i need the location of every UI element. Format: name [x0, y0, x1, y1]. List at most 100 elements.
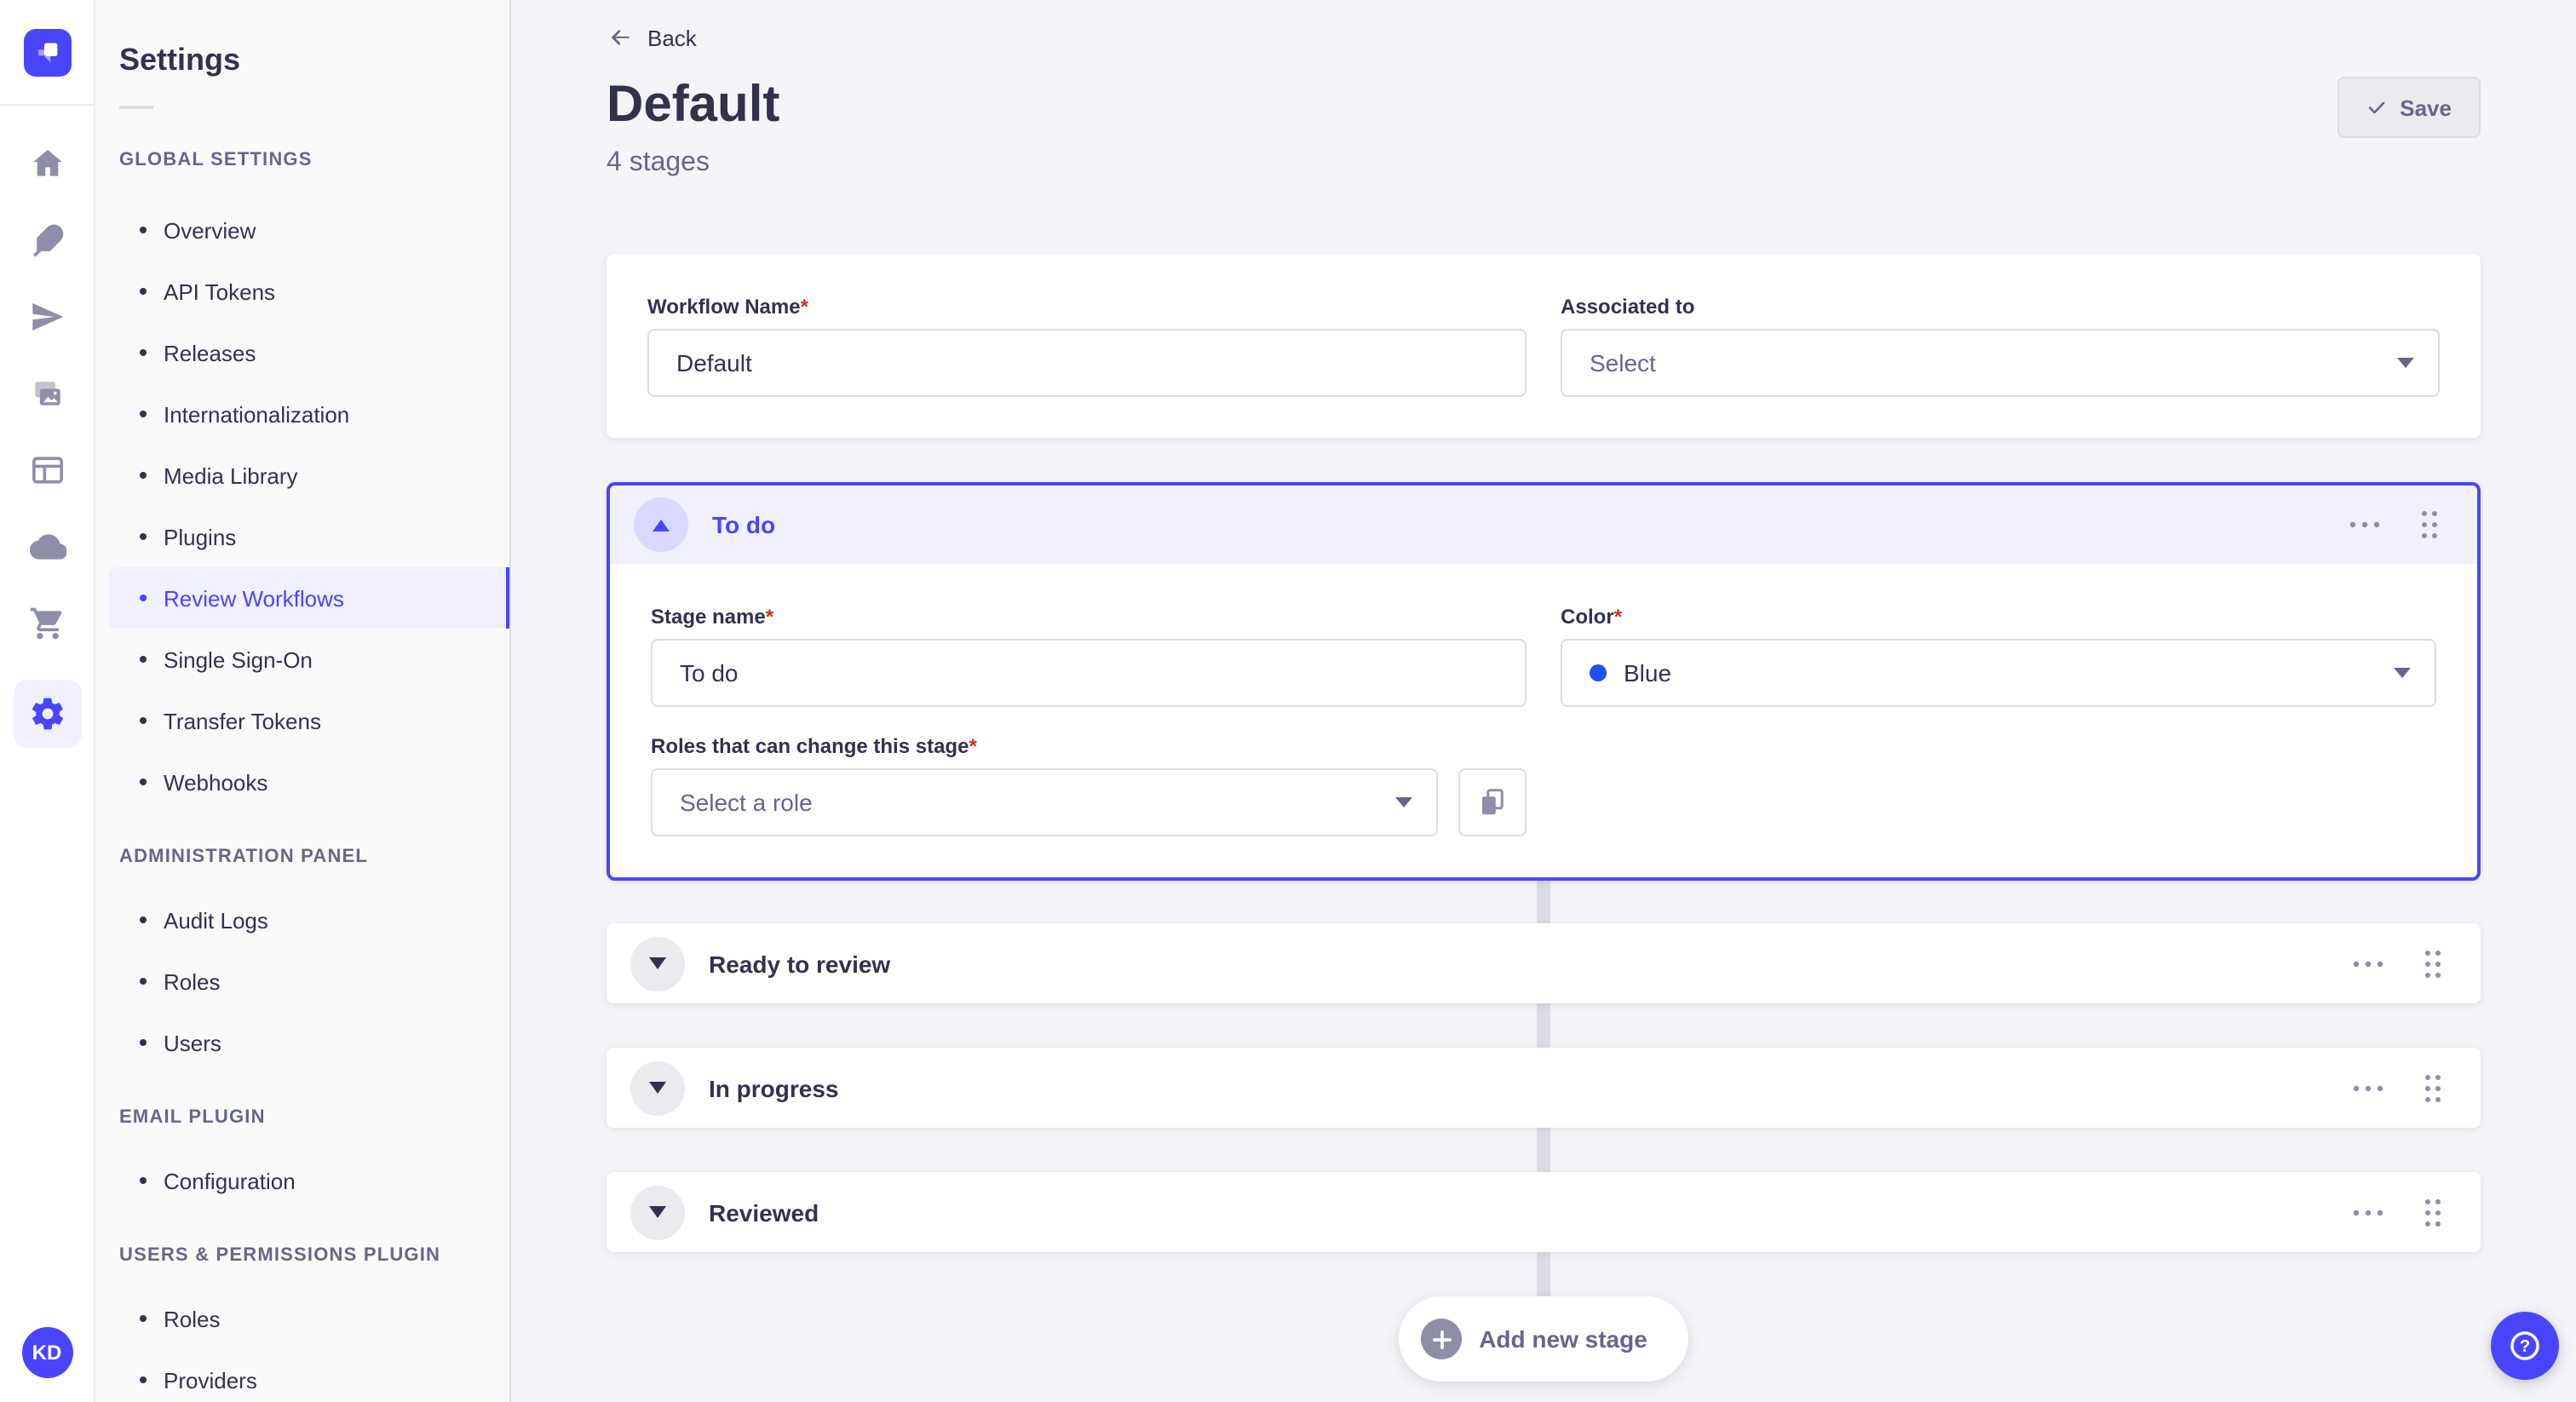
required-asterisk: *	[1613, 605, 1623, 629]
sidebar-item-label: Overview	[164, 217, 256, 243]
arrow-left-icon	[607, 24, 634, 51]
media-library-icon	[34, 382, 60, 405]
sidebar-item-providers[interactable]: Providers	[109, 1349, 506, 1402]
copy-icon	[1482, 789, 1504, 815]
sidebar-item-single-sign-on[interactable]: Single Sign-On	[109, 629, 506, 690]
sidebar-item-label: Review Workflows	[164, 585, 344, 611]
sidebar-item-users[interactable]: Users	[109, 1012, 506, 1073]
save-button[interactable]: Save	[2337, 77, 2481, 138]
sidebar-item-up-roles[interactable]: Roles	[109, 1288, 506, 1349]
back-link[interactable]: Back	[607, 24, 697, 51]
select-placeholder: Select	[1590, 349, 1656, 376]
stage-roles-label: Roles that can change this stage*	[651, 734, 1527, 760]
sidebar-item-webhooks[interactable]: Webhooks	[109, 751, 506, 813]
label-text: Associated to	[1561, 295, 1695, 319]
rail-item-marketplace[interactable]	[26, 603, 67, 644]
sidebar-item-releases[interactable]: Releases	[109, 322, 506, 383]
bullet-icon	[140, 717, 147, 724]
rail-item-releases[interactable]	[26, 296, 67, 337]
rail-item-media-library[interactable]	[26, 373, 67, 414]
stage-options-button[interactable]	[2348, 943, 2389, 984]
bullet-icon	[140, 1177, 147, 1184]
sidebar-item-label: Providers	[164, 1367, 257, 1393]
stage-roles-select[interactable]: Select a role	[651, 768, 1438, 836]
expand-toggle-button[interactable]	[630, 936, 685, 991]
stage-color-label: Color*	[1561, 605, 2436, 630]
rail-item-content[interactable]	[26, 220, 67, 261]
expand-toggle-button[interactable]	[630, 1185, 685, 1239]
rail-item-settings[interactable]	[13, 680, 81, 748]
sidebar-item-label: Roles	[164, 968, 221, 994]
sidebar-divider	[119, 106, 153, 109]
question-mark-icon: ?	[2510, 1331, 2539, 1360]
bullet-icon	[140, 1315, 147, 1322]
drag-handle[interactable]	[2412, 1192, 2453, 1232]
sidebar-item-internationalization[interactable]: Internationalization	[109, 383, 506, 445]
stage-title: To do	[712, 511, 776, 538]
drag-handle[interactable]	[2412, 1067, 2453, 1108]
sidebar-item-label: Media Library	[164, 463, 298, 488]
sidebar-item-media-library[interactable]: Media Library	[109, 445, 506, 506]
sidebar-item-review-workflows[interactable]: Review Workflows	[109, 567, 509, 629]
duplicate-stage-button[interactable]	[1458, 768, 1527, 836]
sidebar-section-administration-panel: ADMINISTRATION PANEL	[119, 847, 369, 867]
sidebar-list-up: Roles Providers	[95, 1288, 509, 1402]
sidebar-item-admin-roles[interactable]: Roles	[109, 951, 506, 1012]
rail-item-home[interactable]	[26, 143, 67, 184]
select-value: Blue	[1624, 659, 1672, 687]
help-button[interactable]: ?	[2491, 1312, 2559, 1380]
stage-color-select[interactable]: Blue	[1561, 639, 2436, 707]
collapse-toggle-button[interactable]	[634, 497, 688, 552]
stage-options-button[interactable]	[2348, 1067, 2389, 1108]
stage-name-input[interactable]	[651, 639, 1527, 707]
stage-roles-row: Select a role	[651, 768, 1527, 836]
sidebar-item-plugins[interactable]: Plugins	[109, 506, 506, 567]
label-text: Roles that can change this stage	[651, 734, 969, 758]
add-new-stage-button[interactable]: Add new stage	[1399, 1296, 1688, 1382]
sidebar-item-label: Roles	[164, 1306, 221, 1331]
bullet-icon	[140, 288, 147, 295]
sidebar-item-overview[interactable]: Overview	[109, 199, 506, 261]
expand-toggle-button[interactable]	[630, 1060, 685, 1115]
rail-icon-list	[13, 106, 81, 748]
drag-handle[interactable]	[2412, 943, 2453, 984]
stage-title: In progress	[709, 1074, 839, 1101]
logo-container	[0, 0, 94, 106]
bullet-icon	[140, 916, 147, 923]
stage-card-in-progress[interactable]: In progress	[607, 1048, 2481, 1128]
sidebar-item-transfer-tokens[interactable]: Transfer Tokens	[109, 690, 506, 751]
ellipsis-icon	[2353, 1209, 2383, 1215]
drag-handle[interactable]	[2409, 504, 2450, 545]
workflow-name-input[interactable]	[647, 329, 1527, 397]
sidebar-item-configuration[interactable]: Configuration	[109, 1150, 506, 1211]
sidebar-list-admin: Audit Logs Roles Users	[95, 889, 509, 1073]
sidebar-item-label: Single Sign-On	[164, 646, 313, 672]
stage-header-to-do[interactable]: To do	[610, 486, 2477, 564]
rail-item-deploy[interactable]	[26, 526, 67, 567]
sidebar-item-label: Users	[164, 1030, 221, 1055]
sidebar-item-label: Configuration	[164, 1168, 296, 1193]
sidebar-item-label: Transfer Tokens	[164, 708, 321, 733]
sidebar-item-audit-logs[interactable]: Audit Logs	[109, 889, 506, 951]
chevron-down-icon	[2394, 668, 2411, 678]
associated-to-select[interactable]: Select	[1561, 329, 2440, 397]
bullet-icon	[140, 779, 147, 785]
rail-item-content-manager[interactable]	[26, 450, 67, 491]
sidebar-list-email: Configuration	[95, 1150, 509, 1211]
bullet-icon	[140, 349, 147, 356]
bullet-icon	[140, 472, 147, 479]
sidebar-item-api-tokens[interactable]: API Tokens	[109, 261, 506, 322]
page-title: Default	[607, 77, 780, 133]
main-nav-rail: KD	[0, 0, 95, 1402]
strapi-logo[interactable]	[23, 28, 71, 76]
stage-card-ready-to-review[interactable]: Ready to review	[607, 923, 2481, 1003]
workflow-name-label: Workflow Name*	[647, 295, 1527, 320]
stage-card-reviewed[interactable]: Reviewed	[607, 1172, 2481, 1252]
bullet-icon	[140, 656, 147, 663]
stage-options-button[interactable]	[2344, 504, 2385, 545]
stage-options-button[interactable]	[2348, 1192, 2389, 1232]
drag-dots-icon	[2425, 1198, 2441, 1226]
back-label: Back	[647, 25, 697, 50]
user-avatar[interactable]: KD	[21, 1327, 72, 1378]
